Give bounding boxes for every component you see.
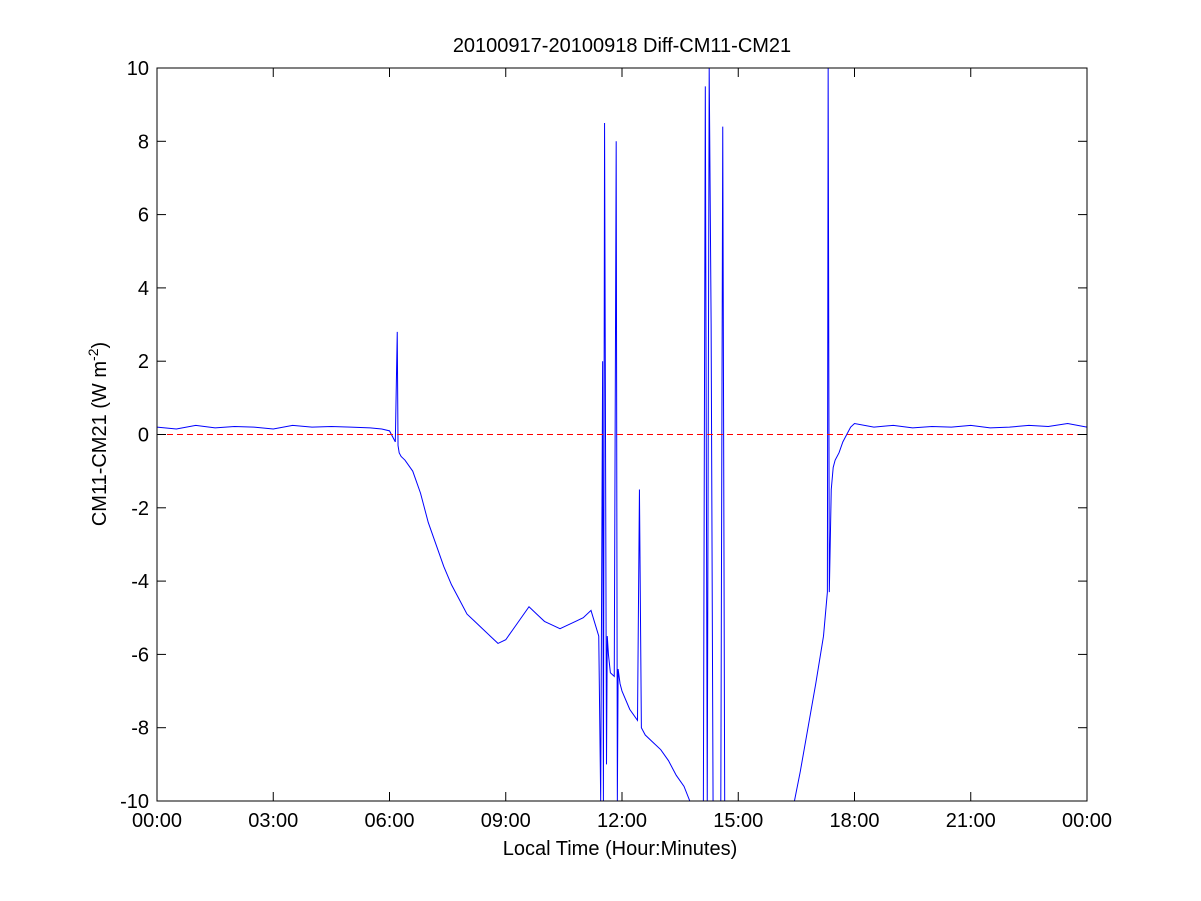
y-tick-label: -8 <box>131 718 149 740</box>
x-tick-label: 06:00 <box>364 810 414 832</box>
y-axis-label-close: ) <box>89 342 111 349</box>
y-tick-label: -2 <box>131 498 149 520</box>
chart-title: 20100917-20100918 Diff-CM11-CM21 <box>453 35 791 57</box>
y-tick-label: -4 <box>131 571 149 593</box>
x-tick-label: 09:00 <box>481 810 531 832</box>
x-axis-ticks: 00:00 03:00 06:00 09:00 12:00 15:00 18:00 21:00… <box>132 68 1112 832</box>
y-tick-label: 0 <box>138 425 149 447</box>
y-tick-label: -10 <box>120 791 149 813</box>
x-tick-label: 00:00 <box>1062 810 1112 832</box>
series-layer <box>157 68 1087 801</box>
y-tick-label: 10 <box>127 58 149 80</box>
y-axis-label-superscript: -2 <box>85 348 101 361</box>
x-tick-label: 18:00 <box>829 810 879 832</box>
x-tick-label: 03:00 <box>248 810 298 832</box>
x-tick-label: 00:00 <box>132 810 182 832</box>
y-tick-label: -6 <box>131 644 149 666</box>
x-tick-label: 21:00 <box>946 810 996 832</box>
x-tick-label: 12:00 <box>597 810 647 832</box>
y-tick-label: 6 <box>138 205 149 227</box>
y-tick-label: 4 <box>138 278 149 300</box>
y-axis-label: CM11-CM21 (W m-2) <box>85 342 111 526</box>
series-line-0 <box>157 68 1087 801</box>
x-axis-label: Local Time (Hour:Minutes) <box>503 838 738 860</box>
y-axis-label-text: CM11-CM21 (W m <box>89 361 111 526</box>
y-tick-label: 8 <box>138 131 149 153</box>
y-axis-ticks: -10 -8 -6 -4 -2 0 2 4 6 8 10 <box>120 58 1087 813</box>
x-tick-label: 15:00 <box>713 810 763 832</box>
y-tick-label: 2 <box>138 351 149 373</box>
